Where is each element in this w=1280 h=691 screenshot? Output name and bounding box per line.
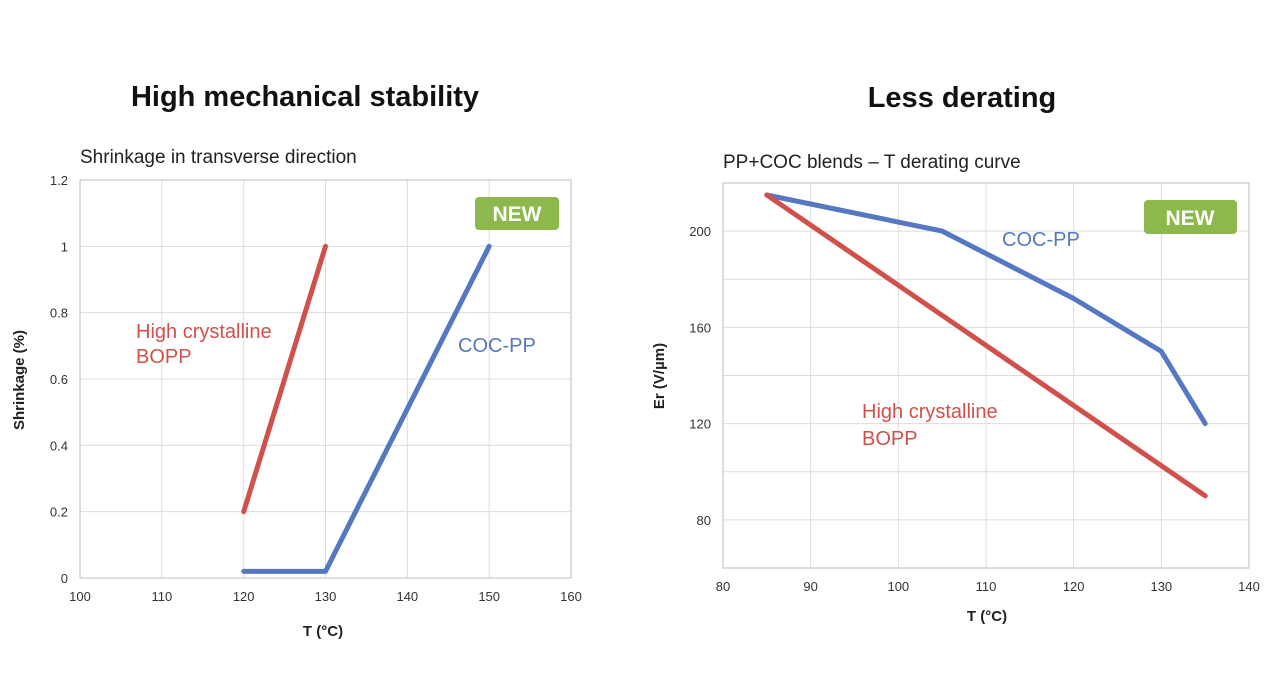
y-tick-label: 1: [61, 239, 68, 254]
plot-area: 80 90 100 110 120 130 140 80 120 160 200: [689, 182, 1260, 594]
series-line-high-crystalline-bopp: [241, 243, 328, 515]
series-label-line: High crystalline: [136, 321, 272, 343]
new-badge: NEW: [1144, 200, 1237, 234]
series-label-line: BOPP: [862, 428, 918, 450]
x-tick-label: 110: [151, 589, 172, 604]
chart-title: Shrinkage in transverse direction: [80, 147, 357, 168]
series-label-coc-pp: COC-PP: [1002, 229, 1080, 251]
series-label-bopp: High crystalline BOPP: [136, 321, 277, 368]
series-label-line: High crystalline: [862, 401, 998, 423]
new-badge-label: NEW: [493, 203, 542, 226]
x-tick-label: 160: [560, 589, 582, 604]
shrinkage-chart: High mechanical stability Shrinkage in t…: [11, 81, 582, 640]
x-tick-label: 130: [315, 589, 337, 604]
y-tick-label: 200: [689, 224, 711, 239]
x-tick-label: 100: [887, 579, 909, 594]
x-tick-label: 140: [1238, 579, 1260, 594]
new-badge: NEW: [475, 197, 559, 230]
series-line-coc-pp: [241, 243, 492, 574]
series-label-coc-pp: COC-PP: [458, 335, 536, 357]
y-tick-label: 0.6: [50, 372, 68, 387]
series-line-high-crystalline-bopp: [764, 192, 1208, 499]
x-tick-label: 80: [716, 579, 730, 594]
plot-frame: [79, 179, 572, 579]
derating-chart: Less derating PP+COC blends – T derating…: [651, 82, 1260, 625]
x-tick-label: 110: [976, 579, 997, 594]
x-axis-label: T (°C): [967, 608, 1007, 625]
x-tick-label: 130: [1150, 579, 1172, 594]
x-tick-label: 150: [478, 589, 500, 604]
plot-frame: [722, 182, 1250, 569]
chart-title: PP+COC blends – T derating curve: [723, 152, 1021, 173]
y-tick-label: 1.2: [50, 173, 68, 188]
x-tick-label: 100: [69, 589, 91, 604]
x-tick-label: 90: [803, 579, 817, 594]
new-badge-background: [475, 197, 559, 230]
new-badge-label: NEW: [1166, 207, 1215, 230]
chart-heading: High mechanical stability: [131, 81, 479, 113]
x-tick-label: 120: [1063, 579, 1085, 594]
y-tick-label: 0.2: [50, 505, 68, 520]
y-axis-label: Shrinkage (%): [11, 330, 28, 430]
series-line-coc-pp: [764, 192, 1208, 427]
x-axis-label: T (°C): [303, 623, 343, 640]
series-label-bopp: High crystalline BOPP: [862, 401, 1003, 450]
x-tick-label: 140: [396, 589, 418, 604]
chart-heading: Less derating: [868, 82, 1057, 114]
y-axis-label: Er (V/µm): [651, 343, 668, 409]
plot-area: 100 110 120 130 140 150 160 0 0.2 0.4 0.6 0.8 1 1.2: [50, 173, 582, 604]
y-tick-label: 0: [61, 571, 68, 586]
series-label-line: BOPP: [136, 346, 192, 368]
x-tick-label: 120: [233, 589, 255, 604]
y-tick-label: 120: [689, 417, 711, 432]
y-tick-label: 80: [697, 513, 711, 528]
y-tick-label: 0.8: [50, 306, 68, 321]
y-tick-label: 0.4: [50, 438, 68, 453]
y-tick-label: 160: [689, 320, 711, 335]
new-badge-background: [1144, 200, 1237, 234]
